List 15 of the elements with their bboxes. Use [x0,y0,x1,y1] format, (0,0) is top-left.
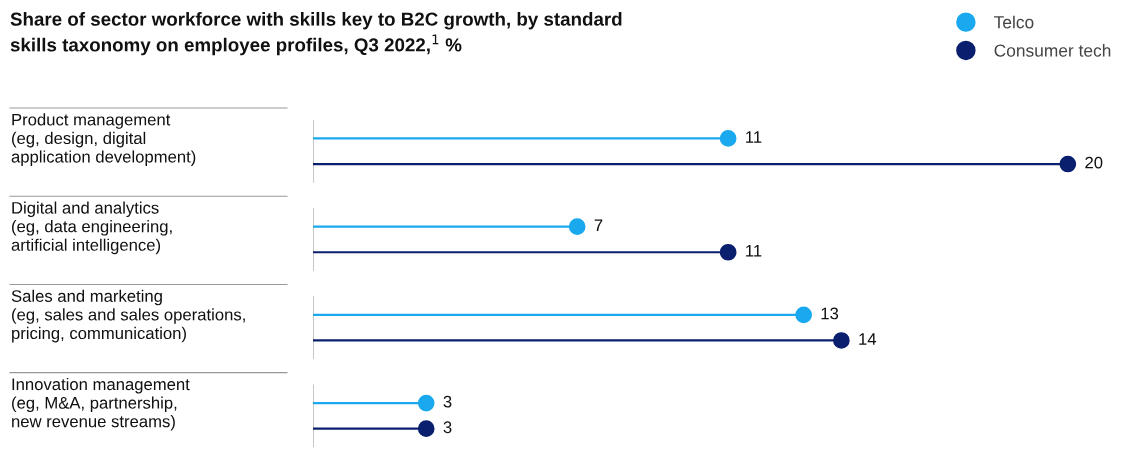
y-tick-label: Product management (eg, design, digital application development) [11,113,196,166]
data-label: 3 [443,395,452,408]
data-label: 11 [746,245,762,257]
chart-title: Share of sector workforce with skills key to B2C growth, by standard skills taxonomy on employee profiles, Q3 2022,$^{1}$ % [10,12,622,56]
data-label: 14 [859,333,877,345]
data-label: 11 [746,131,762,143]
y-tick-label: Innovation management (eg, M&A, partnership, new revenue streams) [12,377,190,431]
data-label: 13 [821,307,839,320]
y-tick-label: Sales and marketing (eg, sales and sales operations, pricing, communication) [11,289,245,343]
legend-label: Telco [994,15,1034,29]
y-tick-label: Digital and analytics (eg, data engineering, artificial intelligence) [11,201,172,255]
data-label: 20 [1085,156,1103,169]
data-label: 3 [443,421,452,434]
legend-label: Consumer tech [994,43,1111,57]
data-label: 7 [594,219,603,231]
